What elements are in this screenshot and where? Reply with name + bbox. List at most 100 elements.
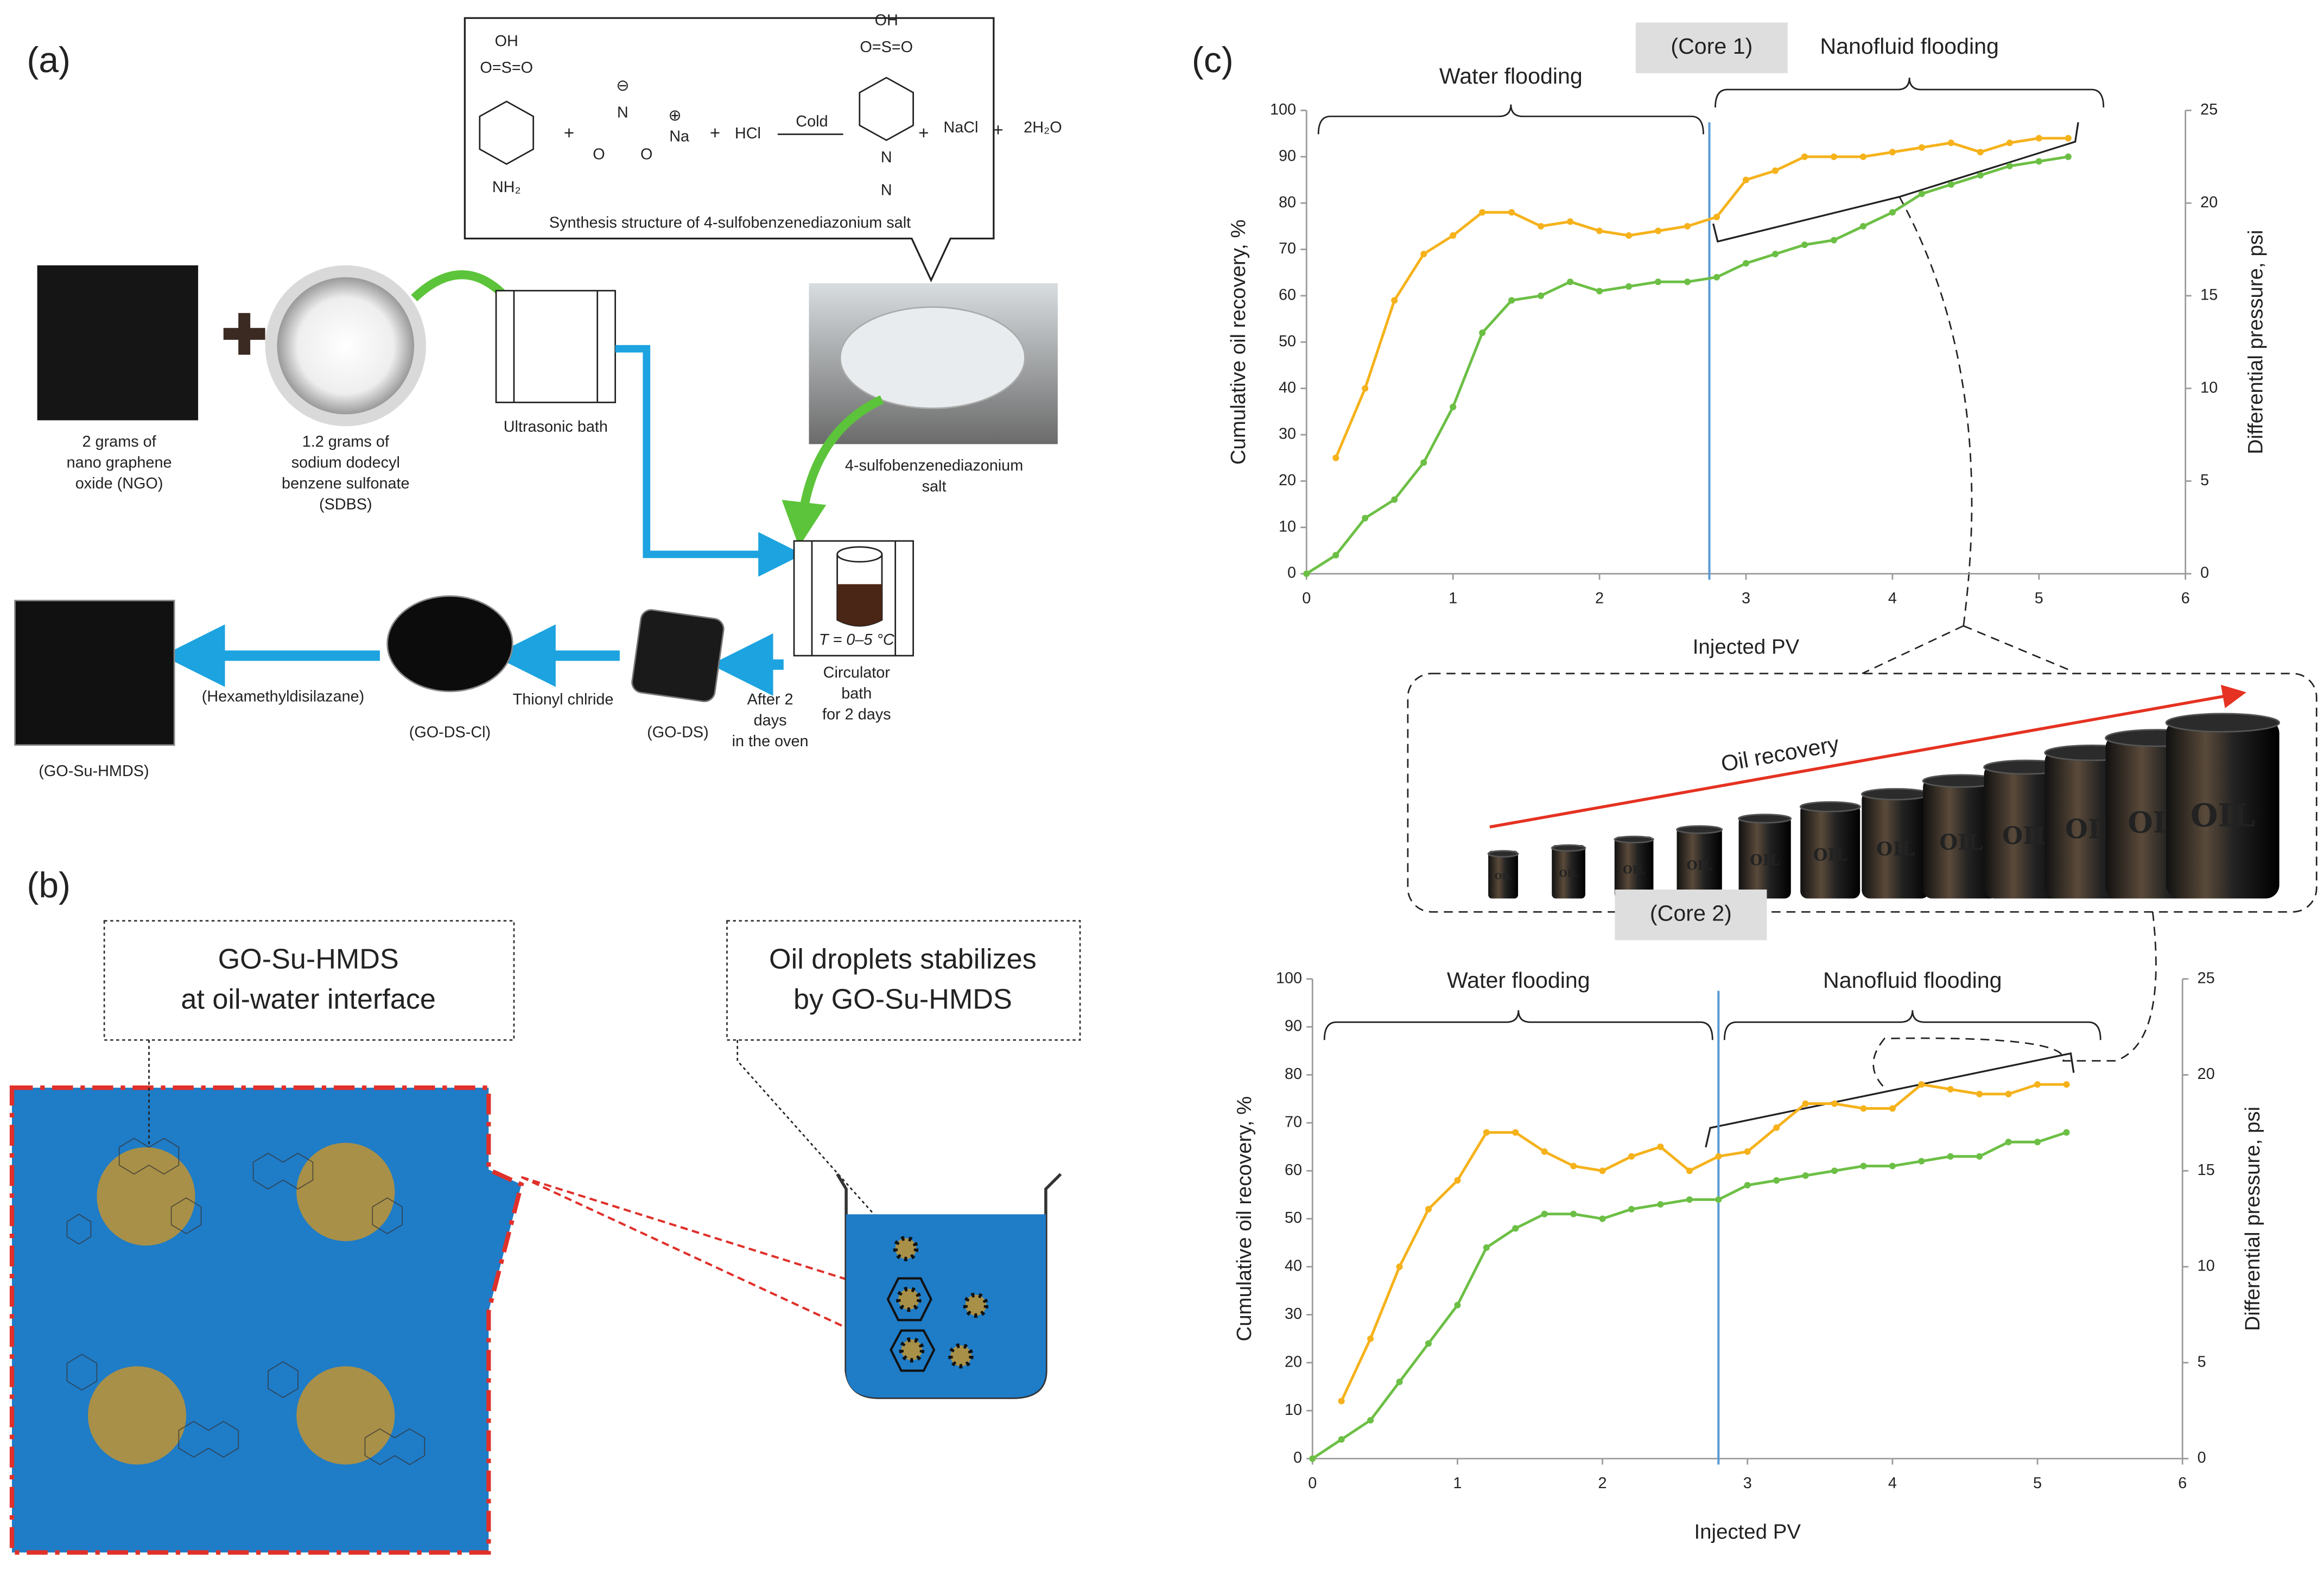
barrel-label: OIL (1813, 845, 1847, 865)
y-tick-label: 100 (1270, 101, 1296, 118)
barrel-label: OIL (1623, 863, 1645, 877)
data-point (1744, 1182, 1751, 1189)
phase-bracket (1723, 1010, 2101, 1040)
data-point (1918, 1158, 1925, 1165)
data-point (1454, 1301, 1461, 1309)
chem-text: ⊕ (668, 107, 681, 124)
data-point (1686, 1196, 1693, 1203)
data-point (2063, 1081, 2070, 1088)
y2-tick-label: 10 (2200, 379, 2218, 396)
y2-tick-label: 15 (2200, 287, 2218, 304)
step-label: (GO-DS-Cl) (409, 723, 491, 741)
oil-water-interface (9, 1085, 524, 1555)
barrel (1862, 791, 1930, 899)
y-tick-label: 60 (1285, 1161, 1302, 1179)
step-label: benzene sulfonate (282, 475, 410, 492)
data-point (1425, 1205, 1432, 1213)
data-point (1655, 227, 1662, 234)
phase-label: Nanofluid flooding (1820, 34, 1998, 59)
barrel-label: OIL (1750, 852, 1780, 869)
y2-tick-label: 20 (2200, 194, 2218, 211)
data-point (2034, 1081, 2041, 1088)
core-tag (1635, 22, 1788, 73)
barrel-label: OIL (2002, 822, 2050, 850)
x-tick-label: 6 (2181, 589, 2190, 607)
data-point (1508, 209, 1515, 216)
barrel (1614, 836, 1654, 899)
panel-label: (c) (1192, 40, 1234, 80)
step-label: 4-sulfobenzenediazonium (845, 457, 1023, 474)
y2-tick-label: 0 (2200, 564, 2209, 582)
step-label: Thionyl chlride (513, 691, 614, 708)
chem-text: NH₂ (492, 179, 521, 196)
data-point (1420, 251, 1427, 258)
note-text: by GO-Su-HMDS (793, 984, 1012, 1015)
chem-text: O=S=O (480, 59, 533, 77)
data-point (1332, 454, 1339, 461)
step-label: 1.2 grams of (302, 433, 390, 450)
step-label: Circulator (823, 664, 891, 682)
y-tick-label: 50 (1285, 1209, 1302, 1227)
go-su-hmds-photo (14, 600, 175, 746)
data-point (1744, 1148, 1751, 1155)
zoom-connector (1862, 196, 2071, 675)
ultrasonic-bath (495, 290, 617, 403)
x-tick-label: 5 (2033, 1475, 2042, 1492)
data-point (2065, 153, 2072, 160)
step-label: (SDBS) (319, 496, 372, 513)
data-point (2005, 1139, 2012, 1146)
panel-label: (b) (27, 865, 70, 905)
data-point (2006, 139, 2013, 147)
data-point (1715, 1153, 1722, 1160)
y-tick-label: 50 (1279, 333, 1296, 350)
data-point (1801, 241, 1808, 249)
barrel (2166, 720, 2279, 899)
data-point (2035, 135, 2042, 142)
step-label: oxide (NGO) (75, 475, 163, 492)
chem-text: Na (669, 128, 690, 145)
data-point (1831, 1167, 1838, 1174)
reaction-callout (463, 17, 995, 283)
data-point (1977, 149, 1984, 156)
data-point (1391, 496, 1398, 503)
x-tick-label: 6 (2178, 1475, 2187, 1492)
data-point (1771, 251, 1779, 258)
step-label: sodium dodecyl (291, 454, 400, 472)
data-point (2035, 158, 2042, 165)
chem-text: N (881, 181, 892, 199)
barrel (1677, 827, 1722, 899)
y-tick-label: 10 (1285, 1401, 1302, 1419)
core-tag (1615, 890, 1767, 941)
trend-arrow (1489, 684, 2246, 829)
benzene-ring (479, 100, 535, 165)
chem-text: + (993, 120, 1003, 140)
step-label: (GO-DS) (647, 723, 709, 741)
data-point (1657, 1144, 1664, 1151)
step-label: (GO-Su-HMDS) (39, 763, 149, 780)
data-point (1947, 181, 1954, 188)
data-point (1538, 292, 1545, 299)
barrel-lid (1487, 850, 1519, 858)
data-point (1599, 1215, 1606, 1222)
y2-tick-label: 5 (2200, 472, 2209, 489)
data-point (1420, 459, 1427, 466)
data-point (1655, 278, 1662, 285)
data-point (1773, 1124, 1780, 1131)
data-point (1802, 1100, 1809, 1107)
data-point (1396, 1379, 1403, 1386)
data-point (1889, 149, 1896, 156)
y-tick-label: 80 (1285, 1065, 1302, 1083)
data-point (1309, 1455, 1316, 1462)
y2-tick-label: 0 (2198, 1449, 2206, 1466)
data-point (2065, 135, 2072, 142)
ngo-photo (37, 265, 199, 421)
data-point (1396, 1263, 1403, 1271)
y-tick-label: 70 (1279, 240, 1296, 257)
data-point (1889, 1105, 1896, 1112)
data-point (1860, 1105, 1867, 1112)
data-point (1362, 385, 1369, 392)
series-line (1305, 155, 2069, 575)
y2-tick-label: 25 (2200, 101, 2218, 118)
chem-text: OH (875, 11, 898, 29)
